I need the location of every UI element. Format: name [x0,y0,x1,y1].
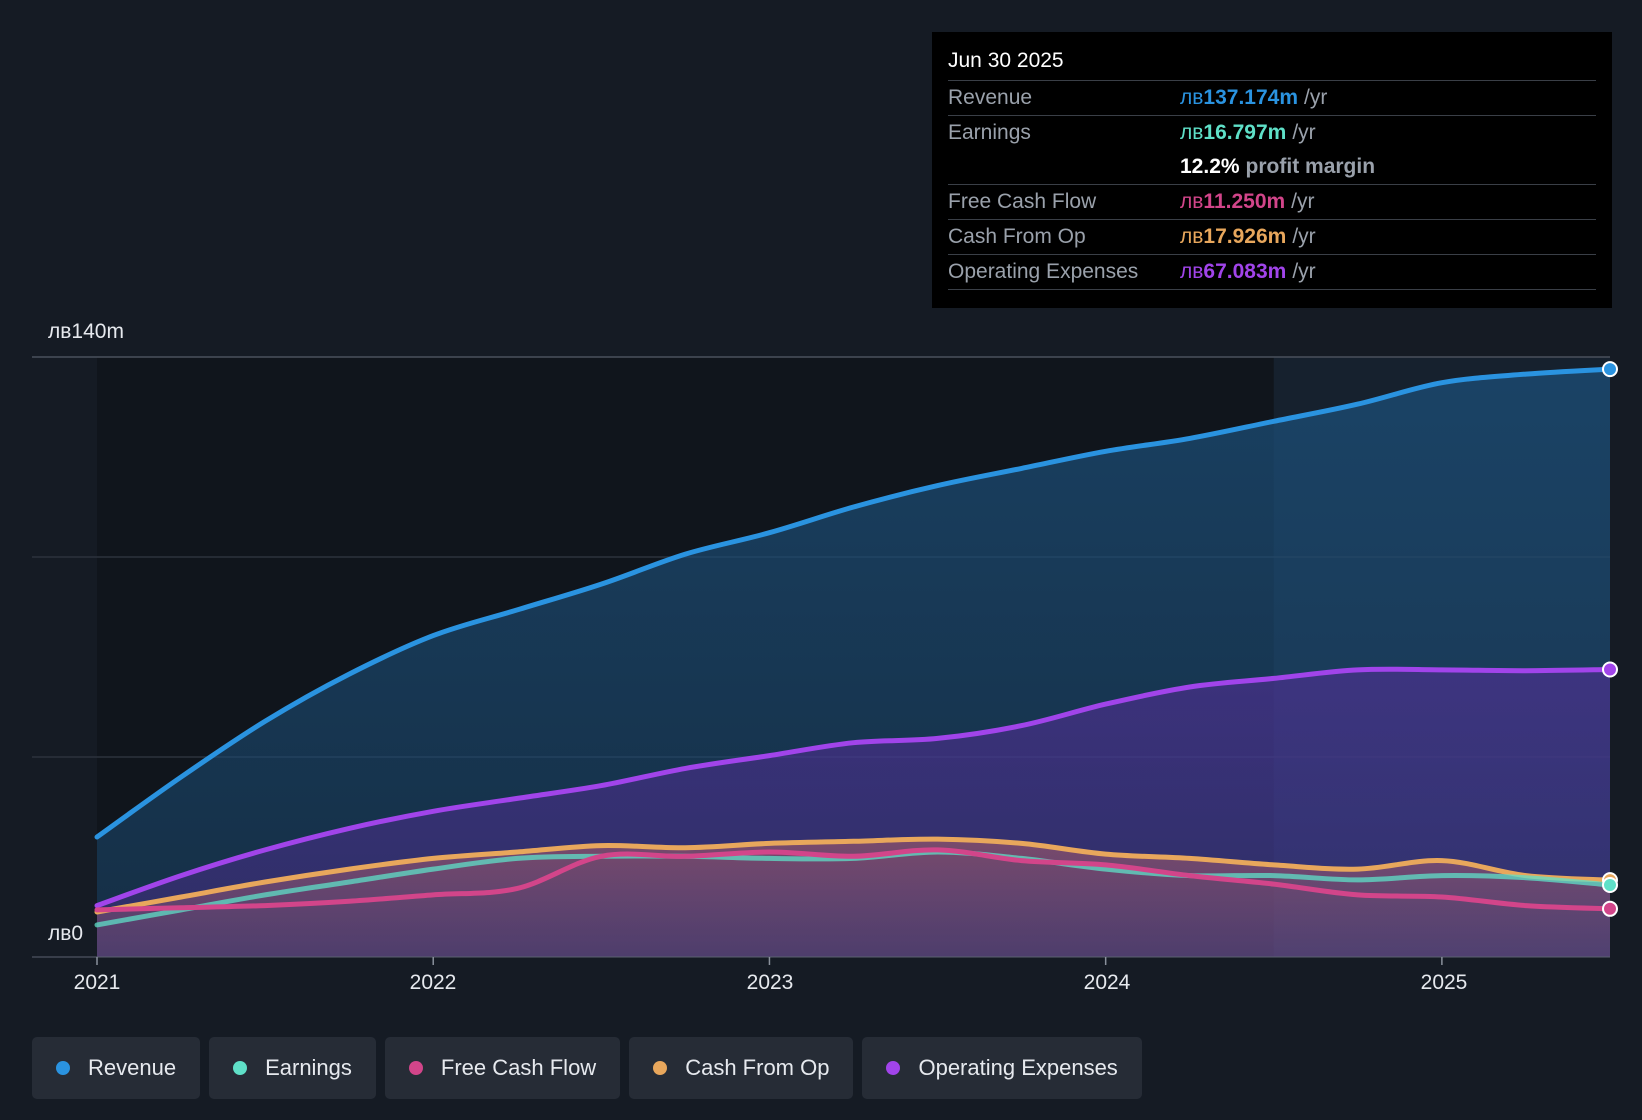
cash-from-op-line [94,836,1613,915]
operating-expenses-end-marker [1602,661,1618,678]
free-cash-flow-end-marker [1602,900,1618,917]
tooltip-value: лв11.250m [1180,190,1286,213]
tooltip-value: лв16.797m [1180,121,1287,144]
cash-from-op-area [97,839,1610,957]
tooltip-date: Jun 30 2025 [948,46,1596,81]
tooltip-row-operating-expenses: Operating Expenses лв67.083m /yr [948,255,1596,290]
tooltip-unit: /yr [1292,225,1316,248]
earnings-end-marker [1602,877,1618,894]
legend-item-cash-from-op[interactable]: Cash From Op [629,1037,854,1099]
tooltip-unit: /yr [1292,121,1316,144]
revenue-end-marker [1602,361,1618,378]
y-tick-label-max: лв140m [48,320,124,343]
tooltip-label: Free Cash Flow [948,190,1097,213]
tooltip-value: лв137.174m [1180,86,1299,109]
revenue-line [94,366,1613,840]
x-tick-label-2023: 2023 [746,971,794,994]
tooltip-row-earnings: Earnings лв16.797m /yr [948,116,1596,150]
tooltip-row-cash-from-op: Cash From Op лв17.926m /yr [948,220,1596,255]
tooltip-unit: profit margin [1245,155,1376,178]
tooltip-unit: /yr [1291,190,1315,213]
chart-legend: Revenue Earnings Free Cash Flow Cash Fro… [32,1037,1142,1099]
legend-label: Earnings [265,1055,352,1080]
legend-item-operating-expenses[interactable]: Operating Expenses [862,1037,1142,1099]
series-lines [94,366,1613,928]
legend-label: Operating Expenses [918,1055,1118,1080]
legend-item-revenue[interactable]: Revenue [32,1037,201,1099]
legend-label: Free Cash Flow [440,1055,597,1080]
legend-label: Cash From Op [685,1055,830,1080]
x-axis-ticks [96,957,1443,965]
x-tick-label-2022: 2022 [409,971,457,994]
legend-item-free-cash-flow[interactable]: Free Cash Flow [384,1037,621,1099]
tooltip-value: лв67.083m [1180,260,1287,283]
revenue-dot-icon [56,1061,70,1075]
tooltip-label: Operating Expenses [948,260,1139,283]
x-tick-label-2025: 2025 [1420,971,1468,994]
series-end-markers [1602,361,1618,917]
operating-expenses-dot-icon [886,1061,901,1075]
free-cash-flow-line [94,847,1613,913]
operating-expenses-line [94,666,1613,909]
legend-item-earnings[interactable]: Earnings [209,1037,376,1099]
tooltip-label: Cash From Op [948,225,1086,248]
x-tick-label-2021: 2021 [73,971,121,994]
earnings-dot-icon [233,1061,248,1075]
y-tick-label-zero: лв0 [48,922,84,945]
tooltip-row-profit-margin: 12.2% profit margin [948,150,1596,185]
free-cash-flow-dot-icon [408,1061,423,1075]
tooltip-row-free-cash-flow: Free Cash Flow лв11.250m /yr [948,185,1596,220]
tooltip-unit: /yr [1304,86,1328,109]
tooltip-row-revenue: Revenue лв137.174m /yr [948,81,1596,116]
tooltip-value: 12.2% [1180,155,1240,178]
tooltip-label: Revenue [948,86,1033,109]
x-tick-label-2024: 2024 [1083,971,1131,994]
legend-label: Revenue [88,1055,177,1080]
tooltip-value: лв17.926m [1180,225,1287,248]
series-areas [97,369,1610,958]
cash-from-op-dot-icon [653,1061,668,1075]
tooltip-unit: /yr [1292,260,1316,283]
data-tooltip: Jun 30 2025 Revenue лв137.174m /yr Earni… [932,32,1612,308]
tooltip-label: Earnings [948,121,1031,144]
